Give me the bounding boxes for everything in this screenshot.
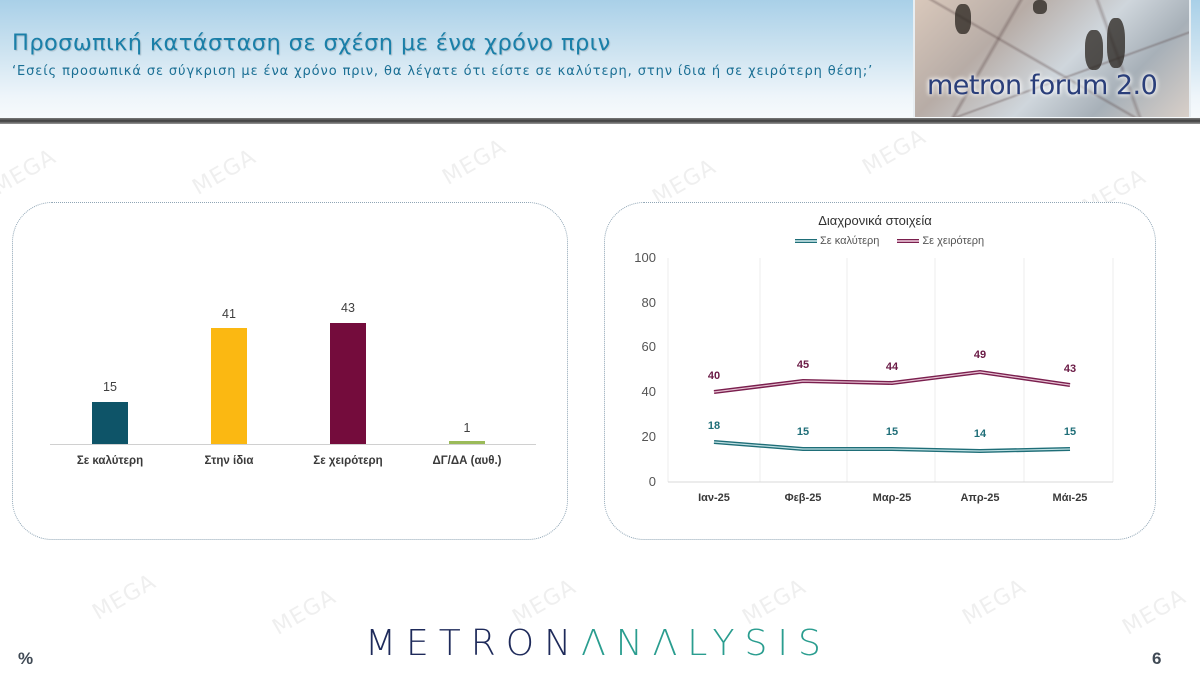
unit-label: %: [18, 649, 34, 668]
point-label-better-apr: 14: [973, 428, 987, 440]
y-tick-60: 60: [641, 339, 656, 354]
question-text: ‘Εσείς προσωπικά σε σύγκριση με ένα χρόν…: [12, 64, 874, 79]
legend-swatch-worse-icon: [897, 239, 920, 243]
bar-value-same: 41: [222, 307, 236, 321]
bar-chart-panel: [12, 202, 568, 540]
legend-label-better: Σε καλύτερη: [820, 235, 880, 247]
point-label-better-feb: 15: [796, 426, 810, 438]
bar-value-worse: 43: [341, 301, 355, 315]
point-label-better-mar: 15: [885, 426, 899, 438]
bar-same: [211, 328, 247, 444]
legend-item-worse: Σε χειρότερη: [897, 235, 984, 247]
bar-better: [92, 402, 128, 444]
point-label-worse-mar: 44: [885, 361, 899, 373]
x-tick-apr: Απρ-25: [960, 492, 1000, 504]
brand-part-analysis: ΛNΛLYSIS: [581, 623, 831, 664]
y-tick-0: 0: [648, 474, 656, 489]
bar-dkna: [449, 441, 485, 444]
y-tick-100: 100: [634, 250, 656, 265]
person-figure-icon: [1033, 0, 1047, 14]
bar-label-same: Στην ίδια: [204, 455, 254, 467]
point-label-worse-may: 43: [1063, 363, 1077, 375]
person-figure-icon: [1085, 30, 1103, 70]
logo-text: metron forum 2.0: [927, 70, 1158, 101]
slide-header: Προσωπική κατάσταση σε σχέση με ένα χρόν…: [0, 0, 1200, 120]
legend-label-worse: Σε χειρότερη: [922, 235, 985, 247]
watermark: MEGA: [1118, 584, 1191, 641]
y-tick-20: 20: [641, 429, 656, 444]
watermark: MEGA: [0, 144, 61, 201]
watermark: MEGA: [188, 144, 261, 201]
point-label-better-may: 15: [1063, 426, 1077, 438]
person-figure-icon: [955, 4, 971, 34]
metron-forum-logo: metron forum 2.0: [913, 0, 1191, 117]
line-chart-legend: Σε καλύτερη Σε χειρότερη: [795, 235, 984, 247]
bar-value-dkna: 1: [463, 421, 471, 435]
bar-label-better: Σε καλύτερη: [76, 455, 144, 467]
watermark: MEGA: [268, 584, 341, 641]
point-label-worse-feb: 45: [796, 359, 810, 371]
bar-label-worse: Σε χειρότερη: [313, 455, 383, 467]
line-chart-title: Διαχρονικά στοιχεία: [818, 213, 932, 228]
bar-label-dkna: ΔΓ/ΔΑ (αυθ.): [432, 455, 502, 467]
brand-part-metron: METRON: [365, 623, 582, 664]
header-divider: [0, 118, 1200, 124]
slide-title: Προσωπική κατάσταση σε σχέση με ένα χρόν…: [12, 30, 611, 56]
watermark: MEGA: [438, 134, 511, 191]
x-tick-may: Μάι-25: [1052, 492, 1088, 504]
legend-swatch-better-icon: [795, 239, 817, 243]
person-figure-icon: [1107, 18, 1125, 68]
page-number: 6: [1152, 649, 1162, 668]
point-label-better-jan: 18: [707, 420, 721, 432]
y-tick-40: 40: [641, 384, 656, 399]
legend-item-better: Σε καλύτερη: [795, 235, 879, 247]
bar-chart-axis: [50, 444, 536, 445]
watermark: MEGA: [858, 124, 931, 181]
watermark: MEGA: [88, 569, 161, 626]
x-tick-mar: Μαρ-25: [872, 492, 912, 504]
bar-worse: [330, 323, 366, 444]
x-tick-jan: Ιαν-25: [698, 492, 730, 504]
metron-analysis-logo: METRONΛNΛLYSIS: [365, 623, 831, 664]
point-label-worse-apr: 49: [973, 349, 987, 361]
bar-value-better: 15: [103, 380, 117, 394]
x-tick-feb: Φεβ-25: [784, 492, 822, 504]
watermark: MEGA: [958, 574, 1031, 631]
y-tick-80: 80: [641, 295, 656, 310]
point-label-worse-jan: 40: [707, 370, 721, 382]
